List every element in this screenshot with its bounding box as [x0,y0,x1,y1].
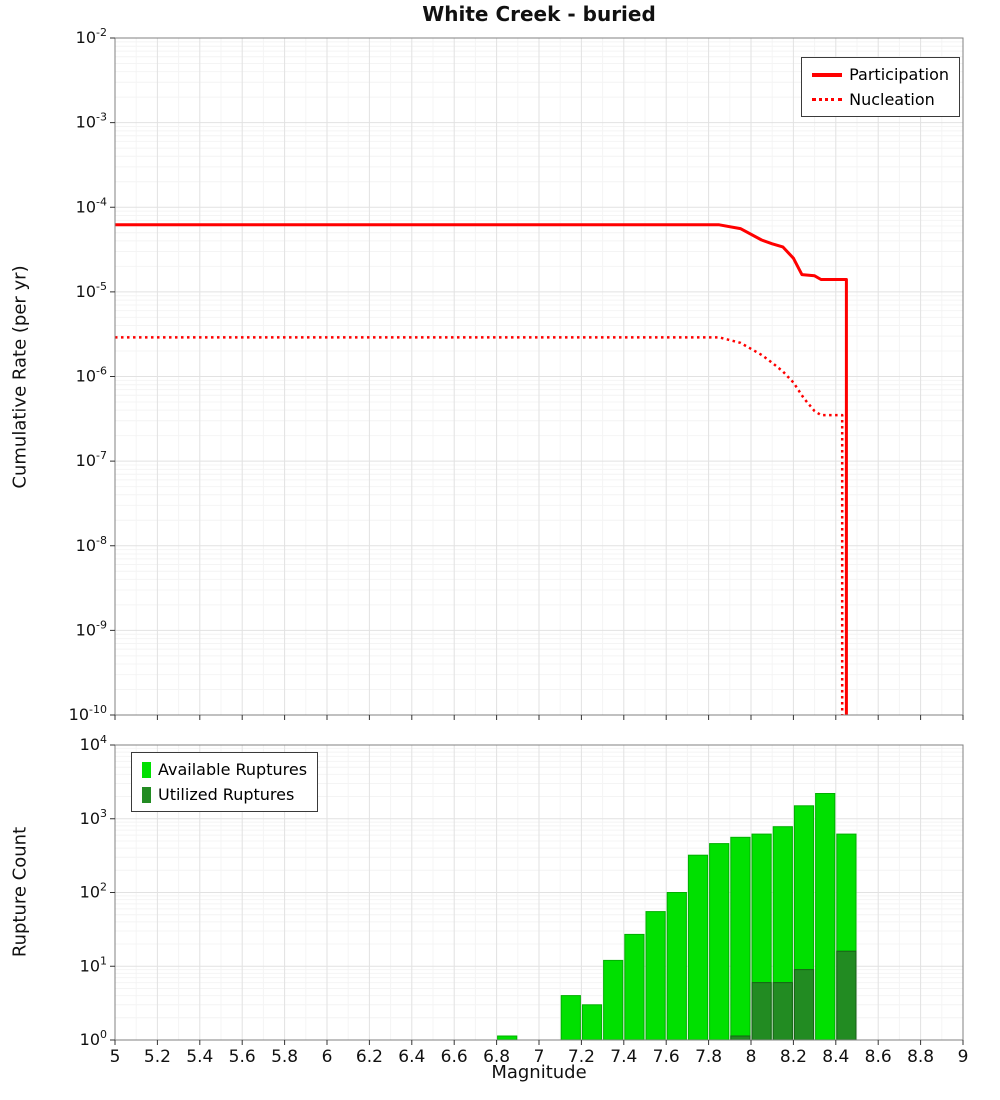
y-tick-label: 10-8 [76,534,107,555]
y-tick-label: 104 [80,733,107,754]
x-tick-label: 6.2 [356,1047,383,1067]
available-swatch [142,761,151,778]
legend-row-participation: Participation [812,62,949,87]
x-tick-label: 7.4 [610,1047,637,1067]
y-tick-label: 100 [80,1028,107,1049]
grid-panel-0 [114,37,964,716]
x-tick-label: 7.8 [695,1047,722,1067]
data-panel-0 [115,223,848,715]
x-tick-label: 9 [958,1047,969,1067]
participation-line [115,223,848,715]
axes-panel-1: 5 5.2 5.4 5.6 5.8 6 6.2 6.4 6.6 6.8 7 7.2 7.4 7.6 7.8 8… [80,733,969,1067]
y-tick-label: 10-3 [76,111,107,132]
nucleation-line [115,336,844,715]
legend-row-available: Available Ruptures [142,757,307,782]
available-bar [560,995,581,1041]
y-tick-label: 101 [80,954,107,975]
x-tick-label: 5 [110,1047,121,1067]
y-tick-label: 10-7 [76,449,107,470]
x-axis-label: Magnitude [491,1062,587,1083]
x-tick-label: 6 [322,1047,333,1067]
x-tick-label: 8.4 [822,1047,849,1067]
x-tick-label: 5.6 [229,1047,256,1067]
nucleation-line-sample [812,98,843,101]
y-tick-label: 103 [80,807,107,828]
x-tick-label: 7.2 [568,1047,595,1067]
x-tick-label: 7.6 [653,1047,680,1067]
y-tick-label: 10-5 [76,280,107,301]
utilized-bar [772,982,793,1041]
data-panel-1 [497,793,857,1041]
x-tick-label: 7 [534,1047,545,1067]
x-tick-label: 5.2 [144,1047,171,1067]
legend-row-utilized: Utilized Ruptures [142,782,307,807]
legend-label-available: Available Ruptures [158,760,308,779]
utilized-bar [751,982,772,1041]
available-bar [687,854,709,1041]
x-tick-label: 8.8 [907,1047,934,1067]
available-bar [497,1035,518,1041]
legend-ruptures: Available Ruptures Utilized Ruptures [131,752,319,812]
x-tick-label: 8 [746,1047,757,1067]
available-bar [730,836,751,1041]
chart-title: White Creek - buried [422,2,656,26]
legend-row-nucleation: Nucleation [812,87,949,112]
available-bar [603,959,624,1041]
participation-line-sample [812,72,843,77]
utilized-bar [793,969,815,1041]
y-tick-label: 102 [80,881,107,902]
x-tick-label: 8.6 [865,1047,892,1067]
x-tick-label: 5.4 [186,1047,213,1067]
x-tick-label: 5.8 [271,1047,298,1067]
x-tick-label: 6.4 [398,1047,425,1067]
y-tick-label: 10-9 [76,618,107,639]
legend-label-participation: Participation [849,65,949,84]
y-tick-label: 10-4 [76,195,107,216]
x-tick-label: 8.2 [780,1047,807,1067]
available-bar [815,793,836,1041]
legend-label-nucleation: Nucleation [849,90,935,109]
legend-rates: Participation Nucleation [801,57,960,117]
available-bar [666,892,687,1041]
available-bar [645,911,666,1041]
utilized-bar [730,1035,751,1041]
y-tick-label: 10-2 [76,26,107,47]
x-tick-label: 6.8 [483,1047,510,1067]
axes-panel-0: 10-2 10-3 10-4 10-5 10-6 10-7 10-8 10-9 10-10 [69,26,964,724]
x-tick-label: 6.6 [441,1047,468,1067]
legend-label-utilized: Utilized Ruptures [158,785,295,804]
y-tick-label: 10-10 [69,703,107,724]
utilized-swatch [142,786,151,803]
y-tick-label: 10-6 [76,365,107,386]
utilized-bar [836,950,857,1041]
available-bar [581,1004,603,1041]
available-bar [624,933,645,1041]
available-bar [709,843,730,1041]
